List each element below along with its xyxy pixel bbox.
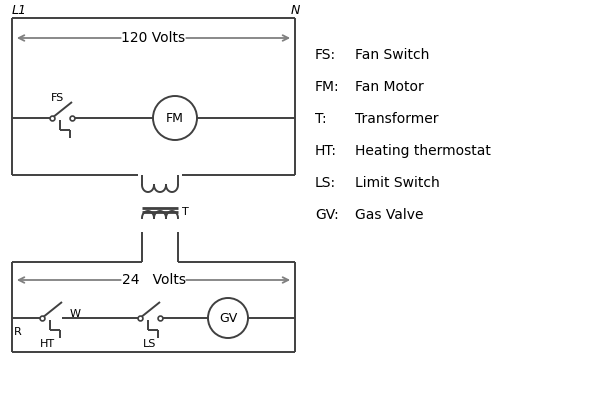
Text: GV:: GV: [315, 208, 339, 222]
Text: LS: LS [143, 339, 157, 349]
Text: GV: GV [219, 312, 237, 324]
Text: R: R [14, 327, 22, 337]
Text: 120 Volts: 120 Volts [122, 31, 186, 45]
Text: 24   Volts: 24 Volts [122, 273, 185, 287]
Text: Heating thermostat: Heating thermostat [355, 144, 491, 158]
Text: Transformer: Transformer [355, 112, 438, 126]
Text: T:: T: [315, 112, 327, 126]
Text: FM:: FM: [315, 80, 340, 94]
Text: FM: FM [166, 112, 184, 124]
Text: HT: HT [40, 339, 54, 349]
Text: T: T [182, 207, 189, 217]
Text: W: W [70, 309, 81, 319]
Text: Limit Switch: Limit Switch [355, 176, 440, 190]
Text: N: N [290, 4, 300, 16]
Text: Gas Valve: Gas Valve [355, 208, 424, 222]
Text: HT:: HT: [315, 144, 337, 158]
Text: FS:: FS: [315, 48, 336, 62]
Text: L1: L1 [12, 4, 27, 16]
Text: FS: FS [51, 93, 65, 103]
Text: LS:: LS: [315, 176, 336, 190]
Text: Fan Switch: Fan Switch [355, 48, 430, 62]
Text: Fan Motor: Fan Motor [355, 80, 424, 94]
